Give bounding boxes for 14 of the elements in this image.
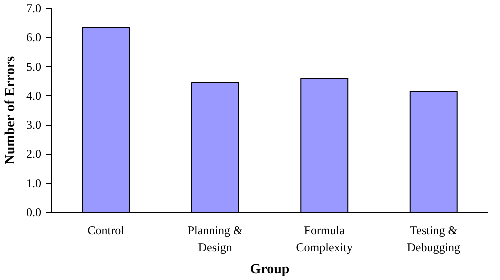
- y-tick-label: 7.0: [26, 2, 42, 16]
- x-tick-label: Formula Complexity: [296, 224, 353, 254]
- y-tick-label: 2.0: [26, 147, 42, 162]
- y-tick-label: 4.0: [26, 88, 42, 103]
- y-tick-label: 1.0: [26, 176, 42, 190]
- x-tick-label: Planning & Design: [188, 224, 244, 254]
- y-tick-label: 3.0: [26, 118, 42, 132]
- x-tick-label: Testing & Debugging: [407, 224, 461, 254]
- x-axis-title: Group: [250, 262, 290, 278]
- y-axis-title: Number of Errors: [4, 56, 18, 165]
- y-tick-label: 0.0: [26, 206, 42, 220]
- y-tick-label: 6.0: [26, 30, 42, 45]
- y-tick-label: 5.0: [26, 60, 42, 74]
- x-tick-label: Control: [88, 224, 126, 238]
